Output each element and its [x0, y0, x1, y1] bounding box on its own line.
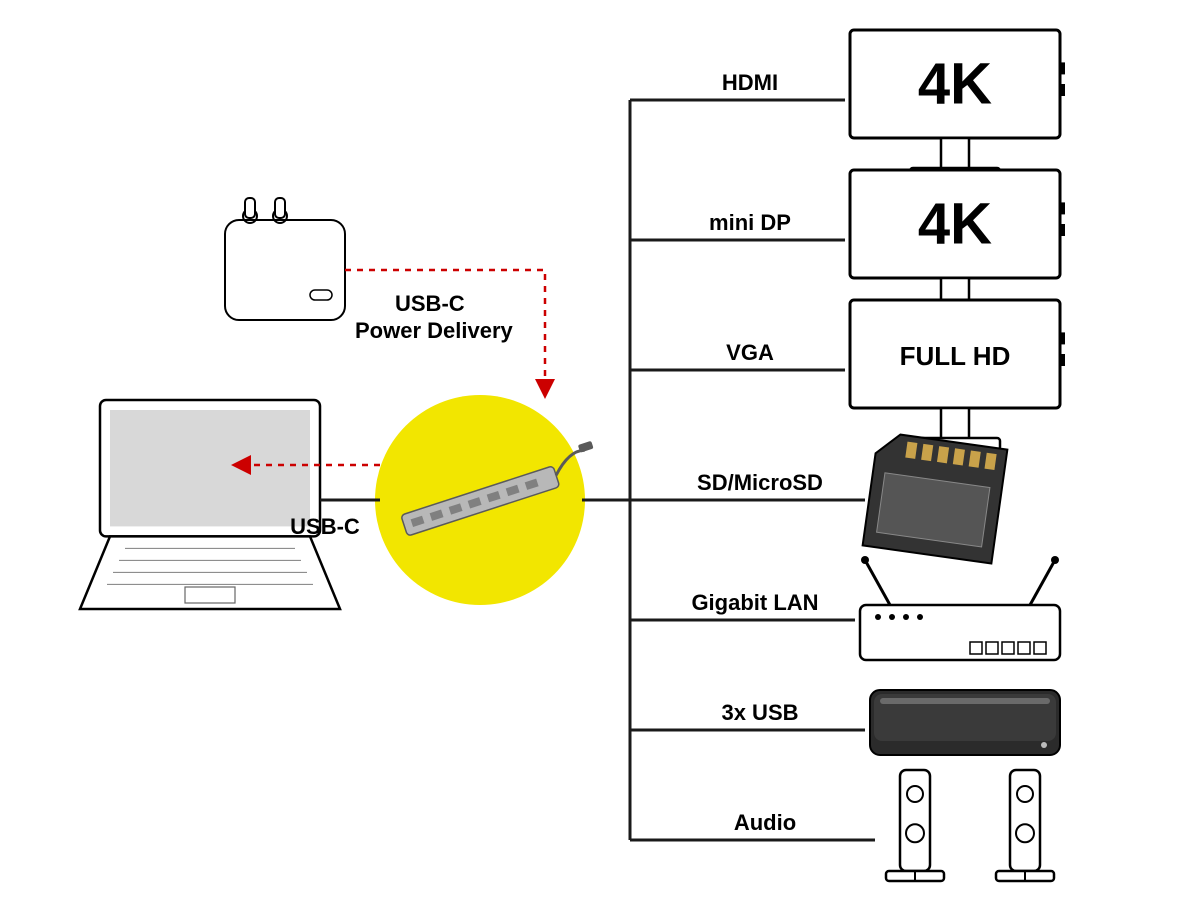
- power-label-1: USB-C: [395, 291, 465, 316]
- power-label-2: Power Delivery: [355, 318, 514, 343]
- label-audio: Audio: [734, 810, 796, 835]
- device-usb-icon: [870, 690, 1060, 755]
- usb-c-label: USB-C: [290, 514, 360, 539]
- screen-text-hdmi: 4K: [918, 51, 992, 116]
- label-vga: VGA: [726, 340, 774, 365]
- laptop-icon: [80, 400, 340, 609]
- label-lan: Gigabit LAN: [691, 590, 818, 615]
- device-lan-icon: [860, 556, 1060, 660]
- device-vga-icon: FULL HD: [850, 300, 1065, 450]
- device-sd-icon: [863, 432, 1008, 564]
- screen-text-vga: FULL HD: [900, 341, 1011, 371]
- device-minidp-icon: 4K: [850, 170, 1065, 320]
- device-audio-icon: [886, 770, 1054, 881]
- screen-text-minidp: 4K: [918, 191, 992, 256]
- label-usb: 3x USB: [721, 700, 798, 725]
- label-minidp: mini DP: [709, 210, 791, 235]
- diagram-canvas: USB-CPower DeliveryUSB-CHDMI4Kmini DP4KV…: [0, 0, 1200, 900]
- power-adapter-icon: [225, 198, 345, 320]
- device-hdmi-icon: 4K: [850, 30, 1065, 180]
- label-sd: SD/MicroSD: [697, 470, 823, 495]
- label-hdmi: HDMI: [722, 70, 778, 95]
